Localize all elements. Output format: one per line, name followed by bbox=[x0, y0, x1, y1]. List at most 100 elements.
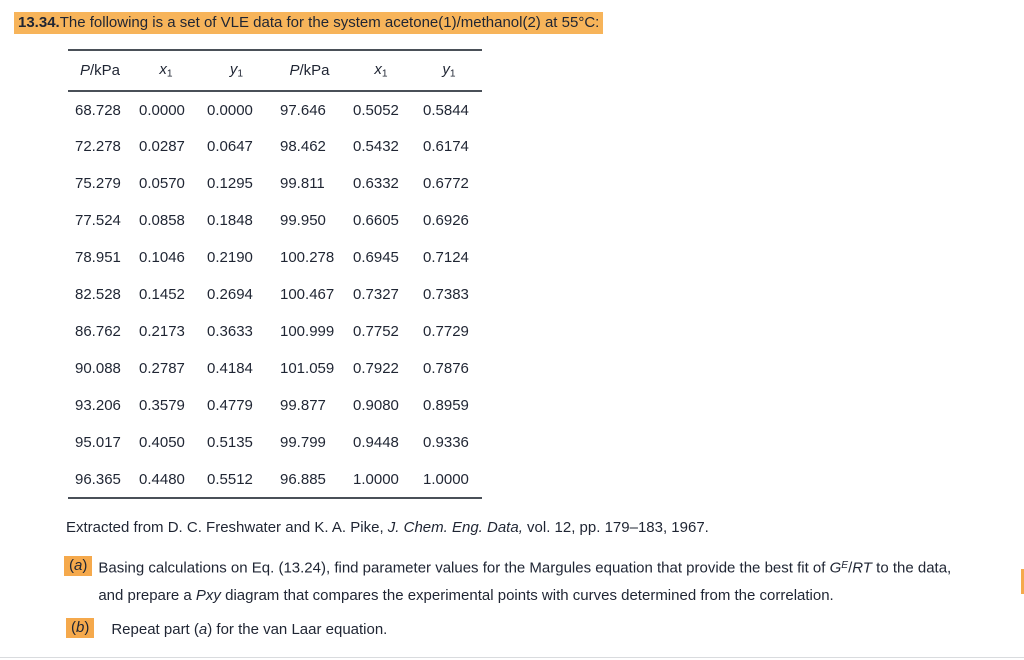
column-header: P/kPa bbox=[68, 50, 132, 92]
column-header: P/kPa bbox=[273, 50, 346, 92]
part-a-line-1: Basing calculations on Eq. (13.24), find… bbox=[98, 559, 952, 577]
table-cell: 100.467 bbox=[280, 286, 335, 303]
table-cell: 0.6174 bbox=[423, 138, 469, 155]
table-cell: 0.1848 bbox=[207, 212, 253, 229]
table-cell: 0.2190 bbox=[207, 249, 253, 266]
citation: Extracted from D. C. Freshwater and K. A… bbox=[66, 519, 709, 536]
table-cell: 0.0000 bbox=[139, 101, 185, 119]
table-cell: 0.7729 bbox=[423, 323, 469, 340]
table-cell: 0.7383 bbox=[423, 286, 469, 303]
table-row: 78.951 0.1046 0.2190 100.278 0.6945 0.7124 bbox=[68, 239, 482, 276]
table-cell: 82.528 bbox=[75, 286, 121, 303]
table-cell: 0.4480 bbox=[139, 470, 185, 488]
table-row: 77.524 0.0858 0.1848 99.950 0.6605 0.6926 bbox=[68, 202, 482, 239]
table-cell: 0.7327 bbox=[353, 286, 399, 303]
table-cell: 0.6605 bbox=[353, 212, 399, 229]
table-cell: 90.088 bbox=[75, 360, 121, 377]
table-cell: 0.0000 bbox=[207, 101, 253, 119]
column-header: x1 bbox=[346, 50, 416, 92]
table-cell: 0.2787 bbox=[139, 360, 185, 377]
problem-title: 13.34.The following is a set of VLE data… bbox=[14, 12, 1024, 34]
table-row: 96.365 0.4480 0.5512 96.885 1.0000 1.0000 bbox=[68, 461, 482, 498]
table-cell: 0.0287 bbox=[139, 138, 185, 155]
vle-table: P/kPa x1 y1 P/kPa x1 y1 68.728 0.0000 0.0000 97.6… bbox=[68, 49, 482, 499]
table-cell: 0.9336 bbox=[423, 434, 469, 451]
table-cell: 96.885 bbox=[280, 470, 326, 488]
table-cell: 0.7922 bbox=[353, 360, 399, 377]
column-header: y1 bbox=[416, 50, 482, 92]
part-b-text: Repeat part (a) for the van Laar equatio… bbox=[111, 616, 387, 643]
table-cell: 0.2694 bbox=[207, 286, 253, 303]
column-header: x1 bbox=[132, 50, 200, 92]
table-cell: 0.1452 bbox=[139, 286, 185, 303]
page-divider bbox=[0, 657, 1024, 658]
table-row: 82.528 0.1452 0.2694 100.467 0.7327 0.7383 bbox=[68, 276, 482, 313]
table-cell: 0.9448 bbox=[353, 434, 399, 451]
table-cell: 0.7876 bbox=[423, 360, 469, 377]
table-cell: 0.8959 bbox=[423, 397, 469, 414]
table-cell: 0.6945 bbox=[353, 249, 399, 266]
table-cell: 0.0647 bbox=[207, 138, 253, 155]
header-row: P/kPa x1 y1 P/kPa x1 y1 bbox=[68, 50, 482, 92]
table-cell: 0.2173 bbox=[139, 323, 185, 340]
table-cell: 0.0858 bbox=[139, 212, 185, 229]
table-cell: 0.1046 bbox=[139, 249, 185, 266]
table-cell: 99.950 bbox=[280, 212, 326, 229]
table-cell: 0.3579 bbox=[139, 397, 185, 414]
table-cell: 86.762 bbox=[75, 323, 121, 340]
table-cell: 0.7752 bbox=[353, 323, 399, 340]
table-cell: 96.365 bbox=[75, 470, 121, 488]
table-cell: 0.5432 bbox=[353, 138, 399, 155]
table-cell: 72.278 bbox=[75, 138, 121, 155]
table-cell: 0.1295 bbox=[207, 175, 253, 192]
table-cell: 0.4050 bbox=[139, 434, 185, 451]
table-row: 86.762 0.2173 0.3633 100.999 0.7752 0.7729 bbox=[68, 313, 482, 350]
table-cell: 100.999 bbox=[280, 323, 335, 340]
table-cell: 0.6772 bbox=[423, 175, 469, 192]
clipped-highlight-sliver bbox=[1021, 569, 1024, 594]
problem-number: 13.34. bbox=[18, 14, 60, 31]
part-a-marker: (a) bbox=[64, 556, 93, 576]
table-cell: 0.4184 bbox=[207, 360, 253, 377]
table-cell: 1.0000 bbox=[353, 470, 399, 488]
table-cell: 0.5135 bbox=[207, 434, 253, 451]
table-cell: 1.0000 bbox=[423, 470, 469, 488]
table-cell: 0.4779 bbox=[207, 397, 253, 414]
document-page: 13.34.The following is a set of VLE data… bbox=[0, 12, 1024, 660]
table-cell: 0.9080 bbox=[353, 397, 399, 414]
part-b-marker: (b) bbox=[66, 617, 95, 638]
table-row: 72.278 0.0287 0.0647 98.462 0.5432 0.6174 bbox=[68, 128, 482, 165]
part-b: (b) Repeat part (a) for the van Laar equ… bbox=[66, 616, 1024, 643]
table-cell: 77.524 bbox=[75, 212, 121, 229]
table-cell: 0.6332 bbox=[353, 175, 399, 192]
table-cell: 95.017 bbox=[75, 434, 121, 451]
table-cell: 101.059 bbox=[280, 360, 335, 377]
table-row: 90.088 0.2787 0.4184 101.059 0.7922 0.7876 bbox=[68, 350, 482, 387]
table-cell: 68.728 bbox=[75, 101, 121, 119]
table-row: 68.728 0.0000 0.0000 97.646 0.5052 0.5844 bbox=[68, 91, 482, 128]
column-header: y1 bbox=[200, 50, 273, 92]
table-cell: 98.462 bbox=[280, 138, 326, 155]
problem-title-text: The following is a set of VLE data for t… bbox=[59, 14, 600, 31]
table-cell: 99.877 bbox=[280, 397, 326, 414]
table-cell: 0.7124 bbox=[423, 249, 469, 266]
part-a-text: Basing calculations on Eq. (13.24), find… bbox=[98, 552, 951, 609]
table-cell: 0.5512 bbox=[207, 470, 253, 488]
problem-title-highlight: 13.34.The following is a set of VLE data… bbox=[14, 12, 604, 34]
table-cell: 0.3633 bbox=[207, 323, 253, 340]
table-cell: 99.799 bbox=[280, 434, 326, 451]
part-a-line-2: and prepare a Pxy diagram that compares … bbox=[98, 586, 834, 604]
table-cell: 100.278 bbox=[280, 249, 335, 266]
part-a: (a) Basing calculations on Eq. (13.24), … bbox=[64, 556, 1024, 609]
table-row: 95.017 0.4050 0.5135 99.799 0.9448 0.9336 bbox=[68, 424, 482, 461]
table-cell: 0.5052 bbox=[353, 101, 399, 119]
table-cell: 0.6926 bbox=[423, 212, 469, 229]
table-row: 75.279 0.0570 0.1295 99.811 0.6332 0.6772 bbox=[68, 165, 482, 202]
table-cell: 93.206 bbox=[75, 397, 121, 414]
table-cell: 75.279 bbox=[75, 175, 121, 192]
table-cell: 0.5844 bbox=[423, 101, 469, 119]
table-row: 93.206 0.3579 0.4779 99.877 0.9080 0.8959 bbox=[68, 387, 482, 424]
table-cell: 78.951 bbox=[75, 249, 121, 266]
part-b-line-1: Repeat part (a) for the van Laar equatio… bbox=[111, 620, 388, 638]
table-cell: 99.811 bbox=[280, 175, 325, 192]
